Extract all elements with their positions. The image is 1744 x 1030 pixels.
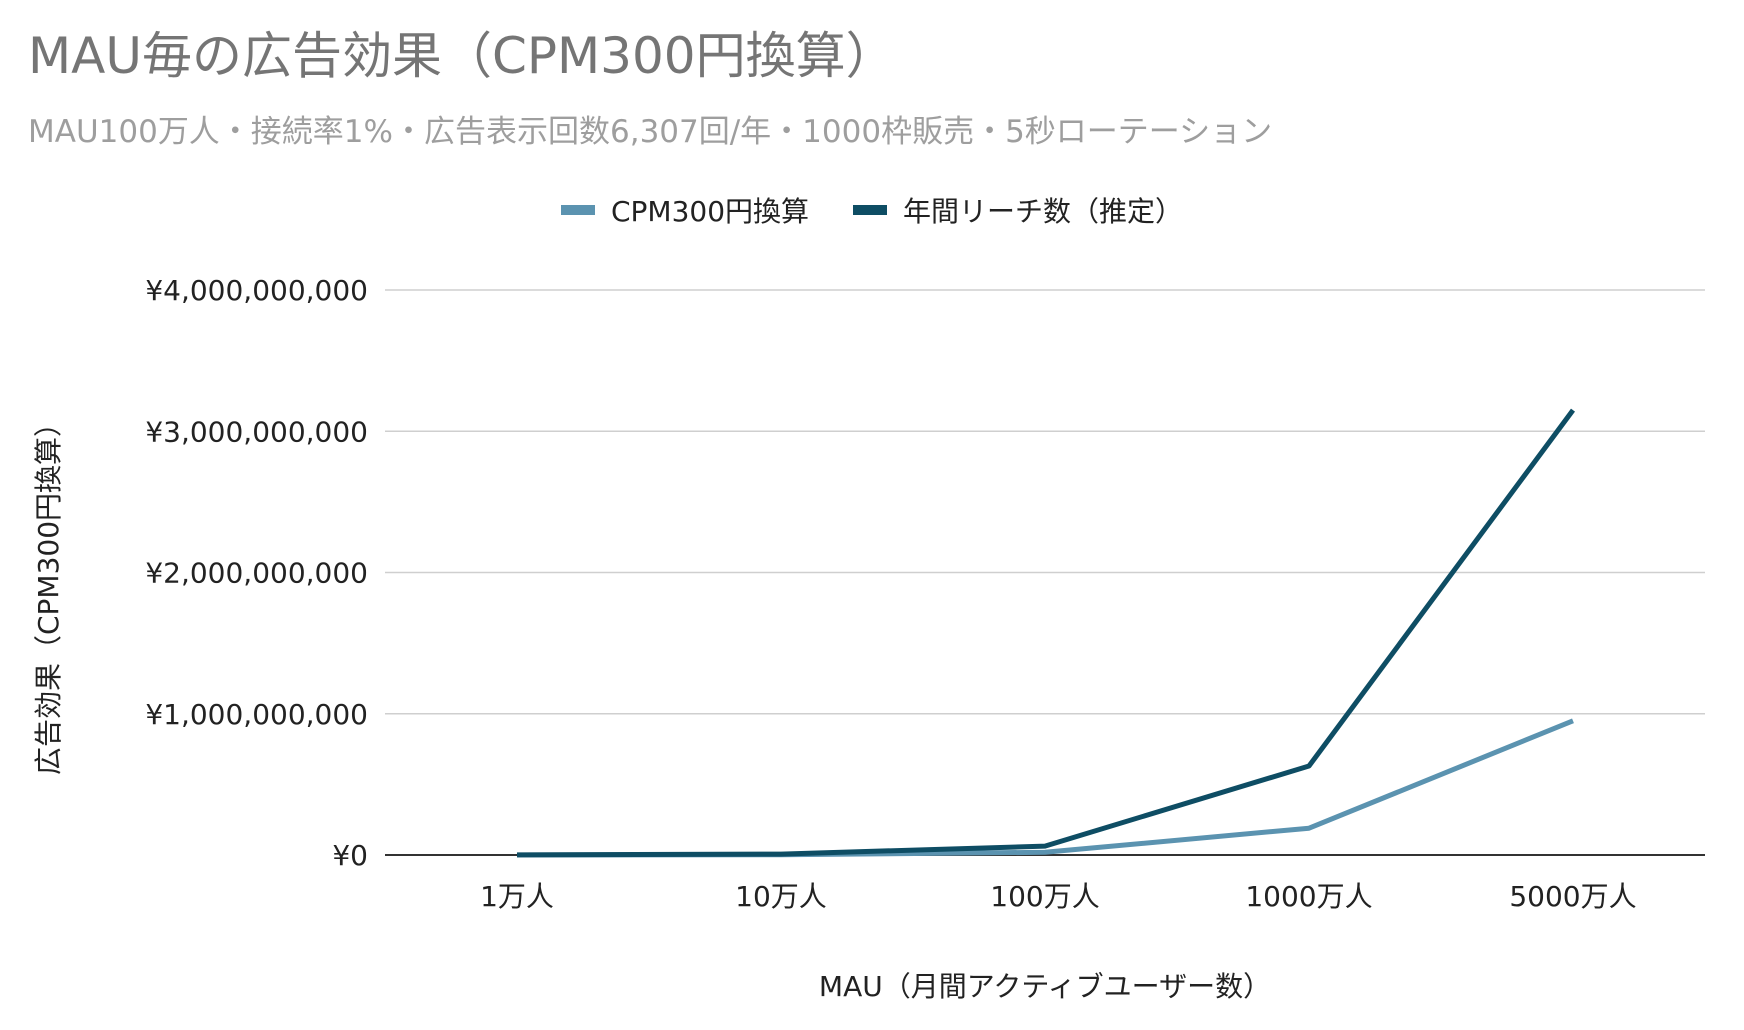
legend: CPM300円換算 年間リーチ数（推定） — [0, 190, 1744, 230]
x-tick-label: 5000万人 — [1509, 880, 1636, 913]
legend-swatch-cpm — [560, 205, 595, 215]
series-line-0[interactable] — [516, 718, 1574, 858]
chart-title: MAU毎の広告効果（CPM300円換算） — [28, 27, 896, 85]
x-tick-label: 1000万人 — [1245, 880, 1372, 913]
x-tick-labels: 1万人 10万人 100万人 1000万人 5000万人 — [480, 880, 1637, 913]
y-axis-label: 広告効果（CPM300円換算） — [32, 409, 65, 775]
x-tick-label: 1万人 — [480, 880, 554, 913]
y-tick-label: ¥2,000,000,000 — [145, 557, 368, 590]
chart-subtitle: MAU100万人・接続率1%・広告表示回数6,307回/年・1000枠販売・5秒… — [28, 114, 1273, 150]
x-axis-label: MAU（月間アクティブユーザー数） — [819, 970, 1271, 1003]
gridlines — [385, 289, 1705, 856]
y-tick-label: ¥0 — [332, 839, 368, 872]
y-tick-labels: ¥0 ¥1,000,000,000 ¥2,000,000,000 ¥3,000,000… — [145, 274, 368, 872]
y-tick-label: ¥4,000,000,000 — [145, 274, 368, 307]
legend-item-reach[interactable]: 年間リーチ数（推定） — [853, 190, 1183, 230]
x-tick-label: 100万人 — [990, 880, 1099, 913]
x-tick-label: 10万人 — [735, 880, 827, 913]
series-line-1[interactable] — [516, 408, 1576, 858]
y-tick-label: ¥3,000,000,000 — [145, 415, 368, 448]
legend-item-cpm[interactable]: CPM300円換算 — [560, 190, 810, 230]
series-lines — [516, 408, 1576, 858]
legend-swatch-reach — [853, 205, 888, 215]
y-tick-label: ¥1,000,000,000 — [145, 698, 368, 731]
legend-label-reach: 年間リーチ数（推定） — [903, 195, 1184, 228]
legend-label-cpm: CPM300円換算 — [610, 195, 810, 228]
